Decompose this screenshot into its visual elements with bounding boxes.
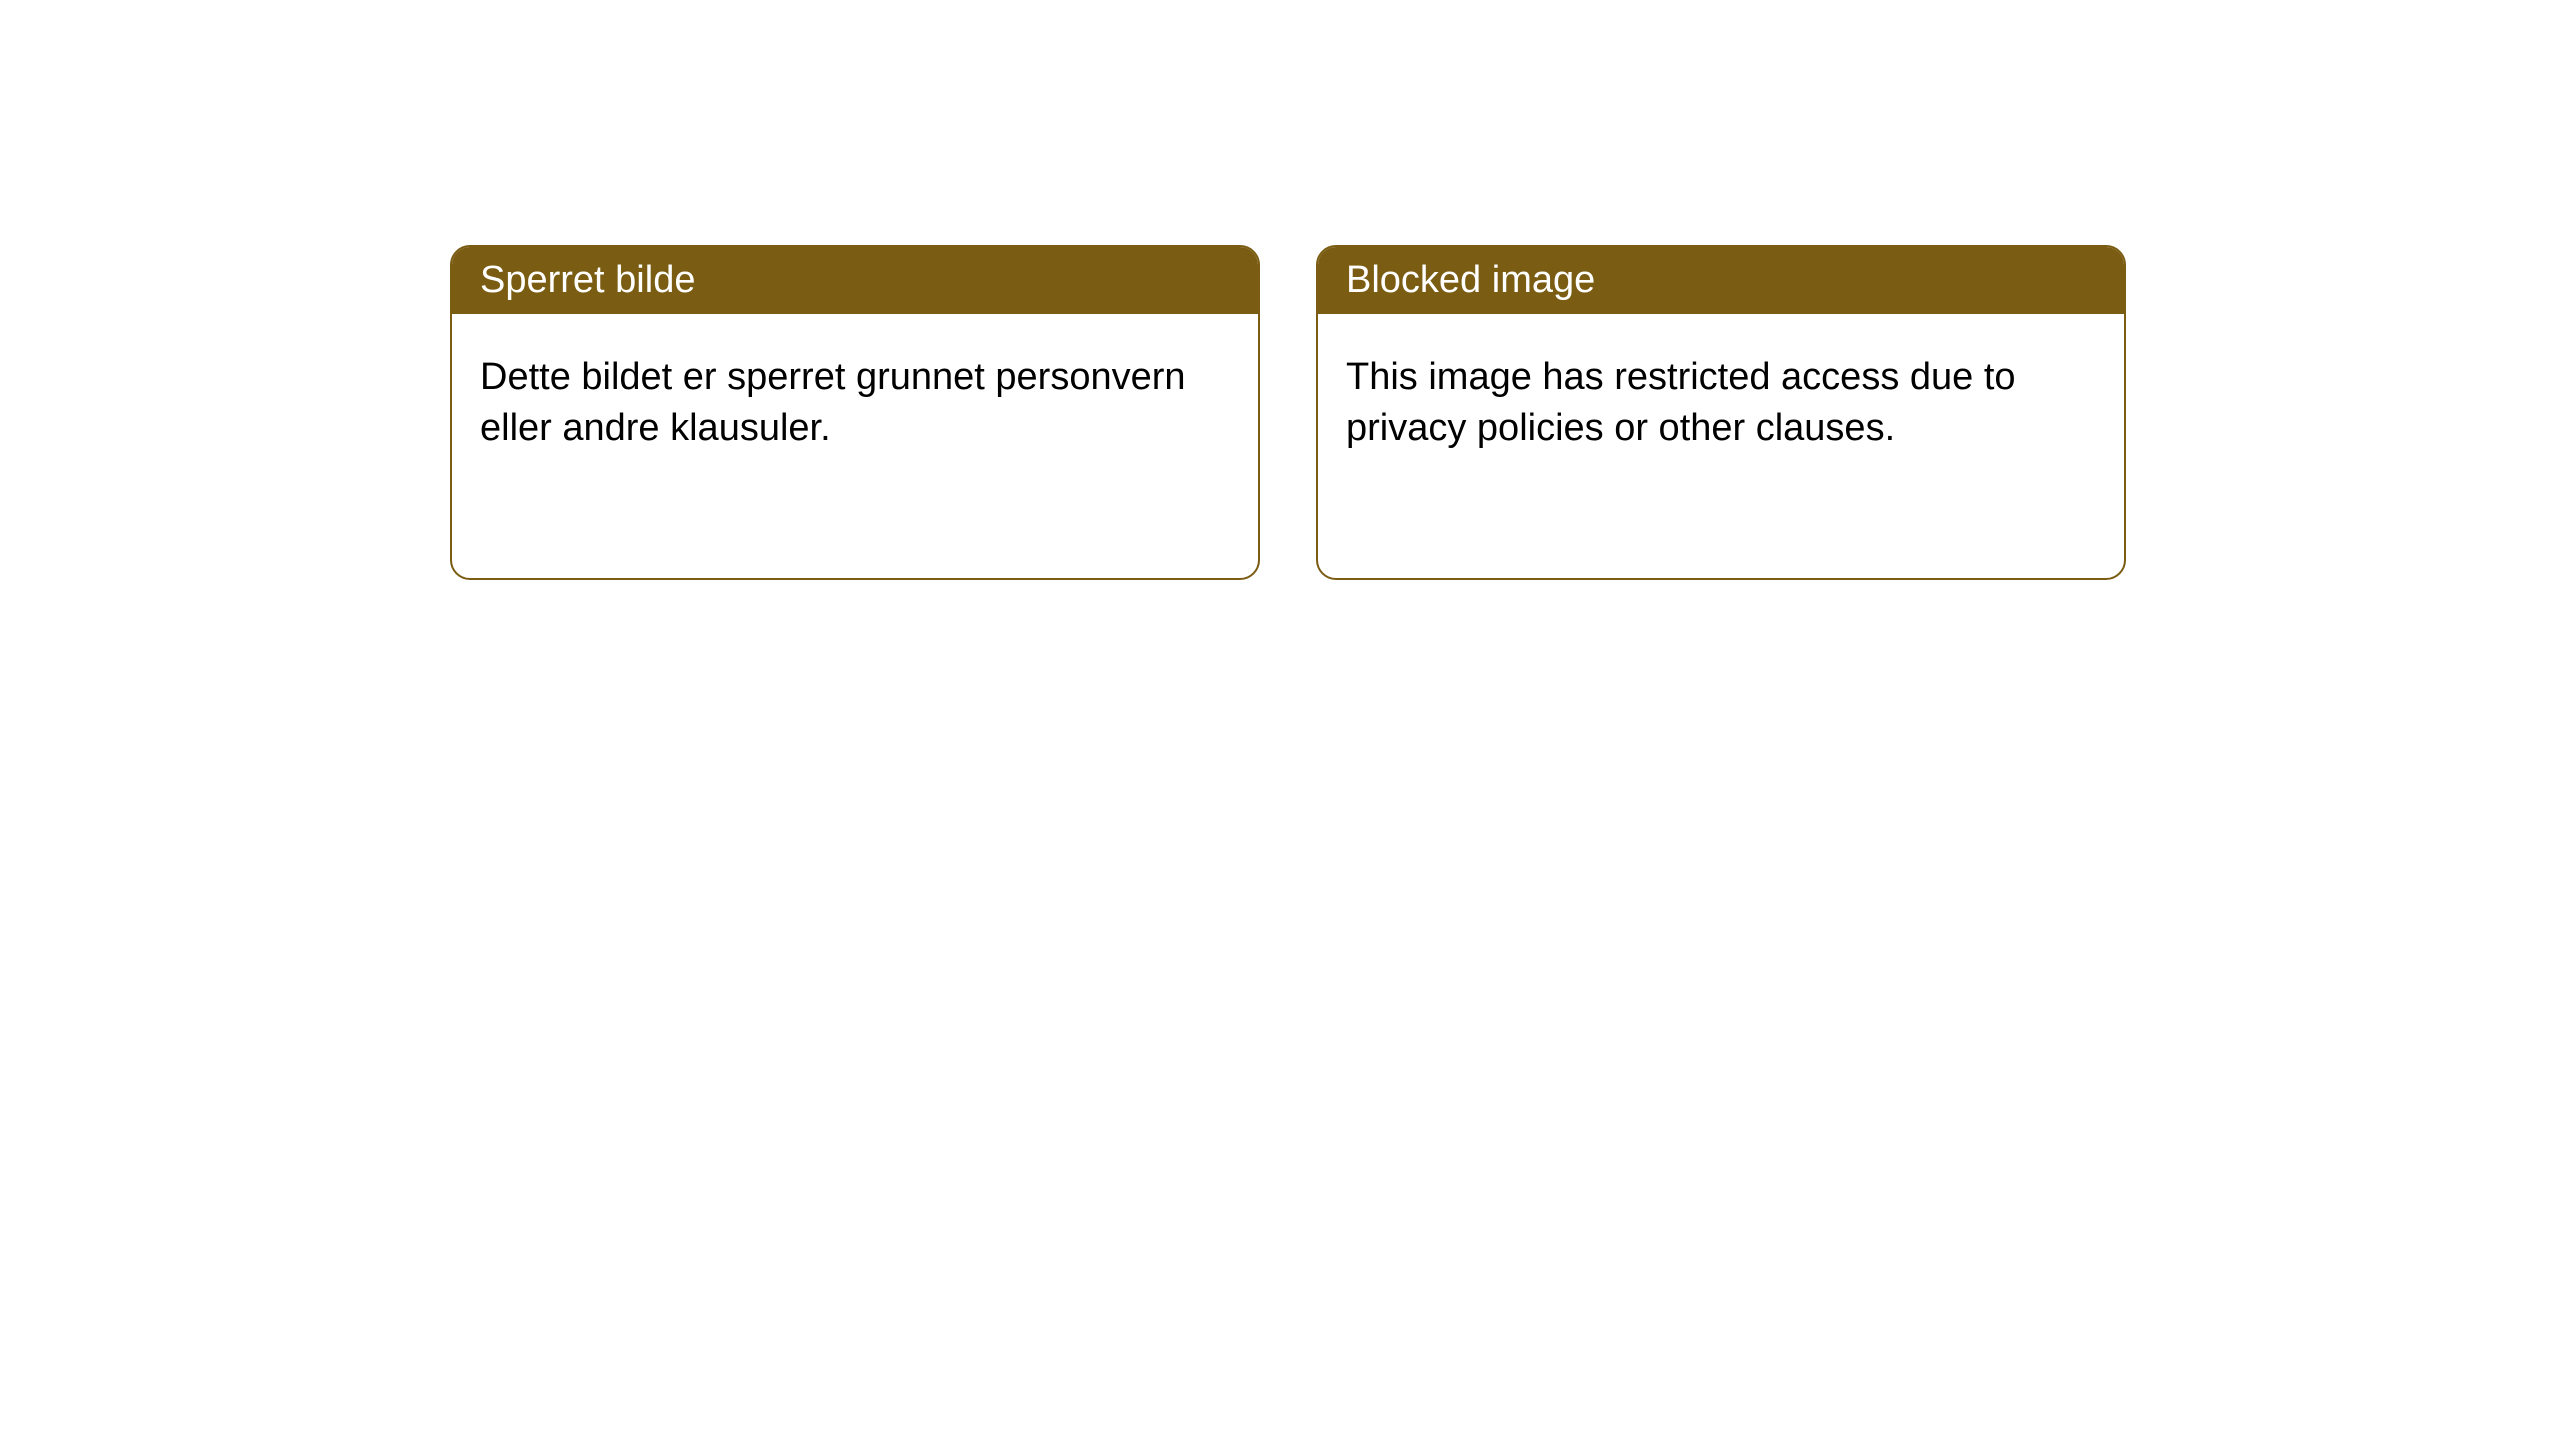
notice-card-body-text: This image has restricted access due to … [1346, 356, 2016, 449]
notice-card-header: Sperret bilde [452, 247, 1258, 314]
notice-cards-container: Sperret bilde Dette bildet er sperret gr… [0, 0, 2560, 580]
notice-card-body: Dette bildet er sperret grunnet personve… [452, 314, 1258, 493]
notice-card-title: Sperret bilde [480, 259, 695, 301]
notice-card-title: Blocked image [1346, 259, 1595, 301]
notice-card-body-text: Dette bildet er sperret grunnet personve… [480, 356, 1186, 449]
notice-card-no: Sperret bilde Dette bildet er sperret gr… [450, 245, 1260, 580]
notice-card-en: Blocked image This image has restricted … [1316, 245, 2126, 580]
notice-card-body: This image has restricted access due to … [1318, 314, 2124, 493]
notice-card-header: Blocked image [1318, 247, 2124, 314]
